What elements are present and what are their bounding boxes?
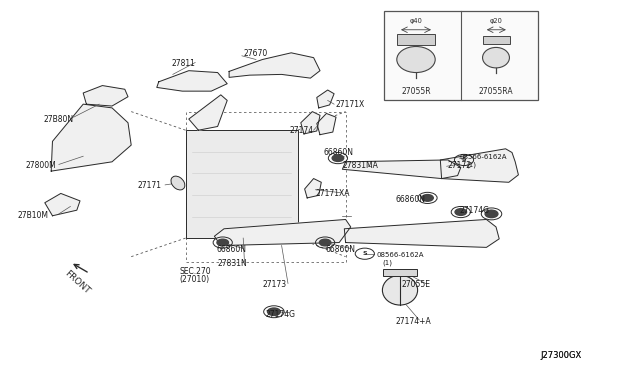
Circle shape bbox=[217, 239, 228, 246]
Circle shape bbox=[319, 239, 331, 246]
Text: 27055E: 27055E bbox=[402, 280, 431, 289]
Polygon shape bbox=[317, 90, 334, 108]
Polygon shape bbox=[301, 112, 320, 134]
Bar bbox=[384, 11, 538, 100]
Circle shape bbox=[455, 209, 467, 215]
Polygon shape bbox=[51, 104, 131, 171]
Polygon shape bbox=[305, 179, 321, 198]
Text: S: S bbox=[362, 251, 367, 256]
Text: 27831MA: 27831MA bbox=[342, 161, 378, 170]
Text: 27171XA: 27171XA bbox=[316, 189, 350, 198]
Polygon shape bbox=[344, 219, 499, 247]
Text: 27800M: 27800M bbox=[26, 161, 56, 170]
Polygon shape bbox=[83, 86, 128, 106]
Text: SEC.270: SEC.270 bbox=[179, 267, 211, 276]
Bar bbox=[383, 269, 417, 276]
Text: (27010): (27010) bbox=[179, 275, 209, 284]
Text: 27172: 27172 bbox=[448, 161, 472, 170]
Bar bbox=[483, 36, 510, 44]
Text: (1): (1) bbox=[466, 161, 476, 168]
Bar bbox=[397, 34, 435, 45]
Text: 27670: 27670 bbox=[243, 49, 268, 58]
Text: 27B80N: 27B80N bbox=[44, 115, 74, 124]
Polygon shape bbox=[229, 53, 320, 78]
Circle shape bbox=[268, 308, 280, 315]
Polygon shape bbox=[214, 219, 351, 246]
Text: 27171: 27171 bbox=[138, 182, 161, 190]
Ellipse shape bbox=[171, 176, 185, 190]
Text: S: S bbox=[461, 157, 467, 163]
Text: 27174G: 27174G bbox=[460, 206, 490, 215]
Ellipse shape bbox=[483, 47, 509, 68]
Text: 27831N: 27831N bbox=[218, 259, 247, 268]
Text: 27B10M: 27B10M bbox=[18, 211, 49, 220]
Text: 66860N: 66860N bbox=[325, 245, 355, 254]
Text: 27173: 27173 bbox=[262, 280, 287, 289]
Circle shape bbox=[422, 195, 433, 201]
Polygon shape bbox=[317, 113, 336, 135]
Text: 27055RA: 27055RA bbox=[479, 87, 513, 96]
Text: 66860N: 66860N bbox=[216, 245, 246, 254]
Text: 66860N: 66860N bbox=[323, 148, 353, 157]
Text: FRONT: FRONT bbox=[63, 269, 92, 296]
Circle shape bbox=[485, 210, 498, 218]
Ellipse shape bbox=[383, 275, 418, 305]
Polygon shape bbox=[45, 193, 80, 216]
Polygon shape bbox=[157, 71, 227, 91]
Text: 27174+A: 27174+A bbox=[396, 317, 431, 326]
Text: 08566-6162A: 08566-6162A bbox=[376, 252, 424, 258]
Polygon shape bbox=[440, 149, 518, 182]
Polygon shape bbox=[342, 160, 461, 179]
Text: (1): (1) bbox=[383, 259, 393, 266]
Text: J27300GX: J27300GX bbox=[541, 351, 582, 360]
Text: 27055R: 27055R bbox=[401, 87, 431, 96]
Text: 27171X: 27171X bbox=[336, 100, 365, 109]
Text: 08566-6162A: 08566-6162A bbox=[460, 154, 507, 160]
Text: φ40: φ40 bbox=[410, 18, 422, 24]
Text: J27300GX: J27300GX bbox=[541, 351, 582, 360]
Text: φ20: φ20 bbox=[490, 18, 502, 24]
Text: 27174G: 27174G bbox=[266, 310, 296, 319]
Bar bbox=[186, 130, 298, 238]
Ellipse shape bbox=[397, 46, 435, 73]
Text: 27811: 27811 bbox=[172, 59, 195, 68]
Polygon shape bbox=[189, 95, 227, 130]
Circle shape bbox=[332, 155, 344, 161]
Text: 27174: 27174 bbox=[290, 126, 314, 135]
Text: 66860N: 66860N bbox=[396, 195, 426, 203]
